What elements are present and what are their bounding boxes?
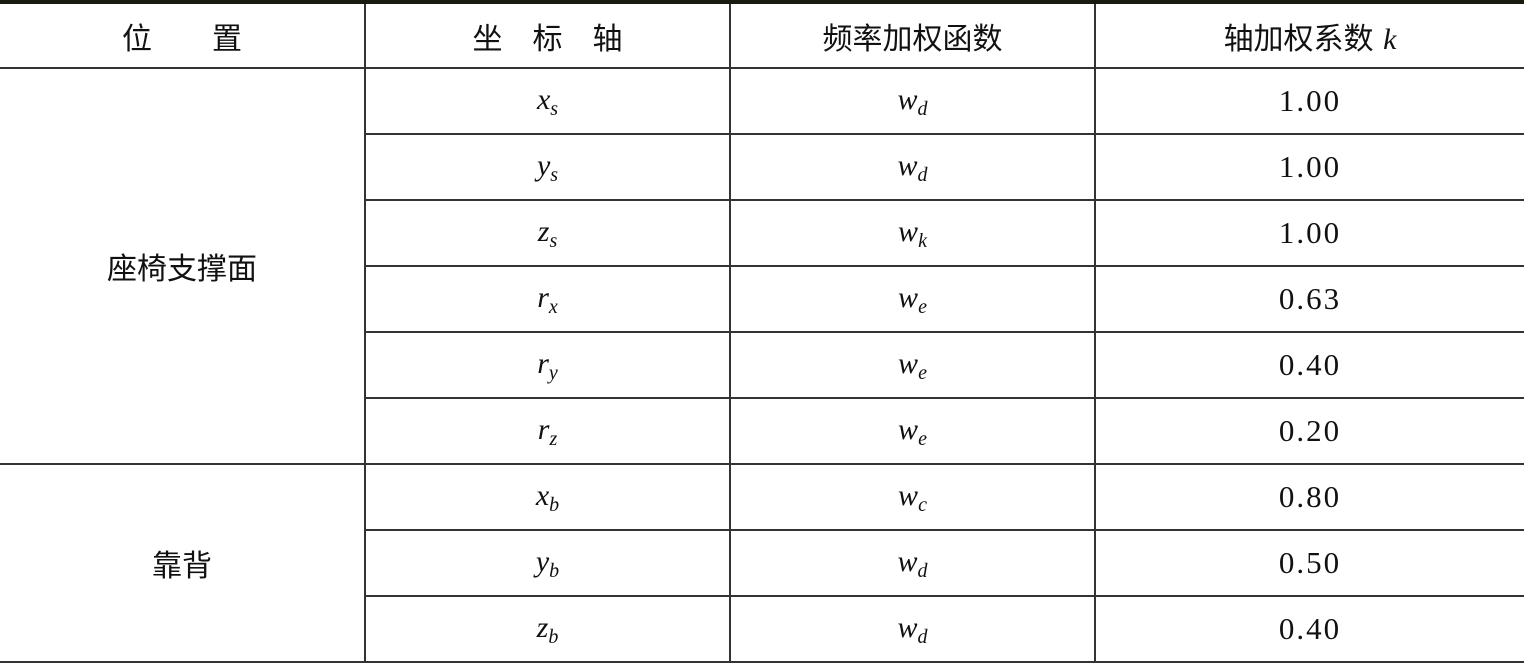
axis-symbol: z xyxy=(536,610,549,644)
axis-cell: ry xyxy=(365,331,731,399)
axis-cell: ys xyxy=(365,133,731,201)
table-row: zb wd 0.40 xyxy=(0,595,1524,663)
axis-symbol: y xyxy=(535,544,550,578)
weighting-cell: wd xyxy=(729,67,1096,135)
weighting-symbol: w xyxy=(898,280,919,314)
factor-cell: 0.63 xyxy=(1094,265,1524,333)
axis-cell: xb xyxy=(364,463,731,531)
weighting-symbol: w xyxy=(897,610,918,644)
axis-symbol: r xyxy=(537,346,549,380)
axis-cell: zb xyxy=(365,595,731,663)
weighting-symbol: w xyxy=(898,478,919,512)
weighting-cell: wd xyxy=(729,133,1096,201)
axis-subscript: z xyxy=(549,427,558,450)
weighting-subscript: e xyxy=(918,361,927,384)
axis-symbol: r xyxy=(537,412,550,446)
weighting-symbol: w xyxy=(898,214,919,248)
factor-cell: 0.20 xyxy=(1094,397,1524,465)
weighting-cell: wk xyxy=(729,199,1096,267)
table-row: yb wd 0.50 xyxy=(0,529,1524,597)
factor-cell: 0.40 xyxy=(1094,331,1524,399)
axis-subscript: y xyxy=(548,361,558,384)
weighting-symbol: w xyxy=(897,82,918,116)
axis-subscript: s xyxy=(549,229,558,252)
factor-cell: 0.40 xyxy=(1094,595,1524,663)
weighting-subscript: d xyxy=(917,97,928,120)
weighting-subscript: k xyxy=(918,229,927,252)
factor-cell: 0.80 xyxy=(1094,463,1524,531)
header-factor-label: 轴加权系数 xyxy=(1223,21,1374,57)
axis-symbol: r xyxy=(537,280,549,314)
weighting-cell: we xyxy=(729,265,1096,333)
weighting-subscript: d xyxy=(917,625,928,648)
weighting-subscript: d xyxy=(917,559,928,582)
table-row: rx we 0.63 xyxy=(0,265,1524,333)
weighting-symbol: w xyxy=(898,346,919,380)
axis-cell: rz xyxy=(365,397,731,465)
axis-subscript: s xyxy=(550,163,559,186)
axis-cell: zs xyxy=(365,199,731,267)
weighting-subscript: d xyxy=(917,163,928,186)
table-row: 座椅支撑面 xs wd 1.00 xyxy=(0,67,1524,465)
weighting-subscript: e xyxy=(918,427,927,450)
header-weighting: 频率加权函数 xyxy=(729,0,1096,69)
header-position: 位 置 xyxy=(0,0,366,69)
factor-cell: 1.00 xyxy=(1094,133,1524,201)
axis-subscript: s xyxy=(550,97,559,120)
weighting-cell: wd xyxy=(729,529,1096,597)
table-row: ys wd 1.00 xyxy=(0,133,1524,201)
axis-symbol: y xyxy=(536,148,551,182)
weighting-subscript: e xyxy=(918,295,927,318)
table-row: rz we 0.20 xyxy=(0,397,1524,465)
axis-subscript: b xyxy=(549,493,560,516)
factor-cell: 0.50 xyxy=(1094,529,1524,597)
weighting-symbol: w xyxy=(897,544,918,578)
weighting-subscript: c xyxy=(918,493,927,516)
weighting-cell: wd xyxy=(729,595,1096,663)
axis-cell: rx xyxy=(365,265,731,333)
position-cell: 座椅支撑面 xyxy=(0,67,366,465)
axis-symbol: x xyxy=(536,82,551,116)
weighting-cell: we xyxy=(729,397,1096,465)
weighting-cell: we xyxy=(729,331,1096,399)
factor-cell: 1.00 xyxy=(1094,199,1524,267)
axis-subscript: b xyxy=(548,625,559,648)
axis-symbol: x xyxy=(535,478,550,512)
factor-cell: 1.00 xyxy=(1094,67,1524,135)
table-row: ry we 0.40 xyxy=(0,331,1524,399)
header-row: 位 置 坐 标 轴 频率加权函数 轴加权系数 k xyxy=(0,0,1524,69)
header-factor-symbol: k xyxy=(1383,22,1397,56)
axis-subscript: x xyxy=(548,295,558,318)
weighting-symbol: w xyxy=(897,148,918,182)
weighting-cell: wc xyxy=(729,463,1096,531)
header-axis: 坐 标 轴 xyxy=(364,0,731,69)
axis-cell: yb xyxy=(365,529,731,597)
axis-subscript: b xyxy=(549,559,560,582)
position-cell: 靠背 xyxy=(0,463,366,663)
axis-symbol: z xyxy=(537,214,550,248)
weighting-symbol: w xyxy=(898,412,919,446)
table-row: 靠背 xb wc 0.80 xyxy=(0,463,1524,663)
axis-cell: xs xyxy=(364,67,731,135)
table-row: zs wk 1.00 xyxy=(0,199,1524,267)
header-factor: 轴加权系数 k xyxy=(1094,0,1524,69)
